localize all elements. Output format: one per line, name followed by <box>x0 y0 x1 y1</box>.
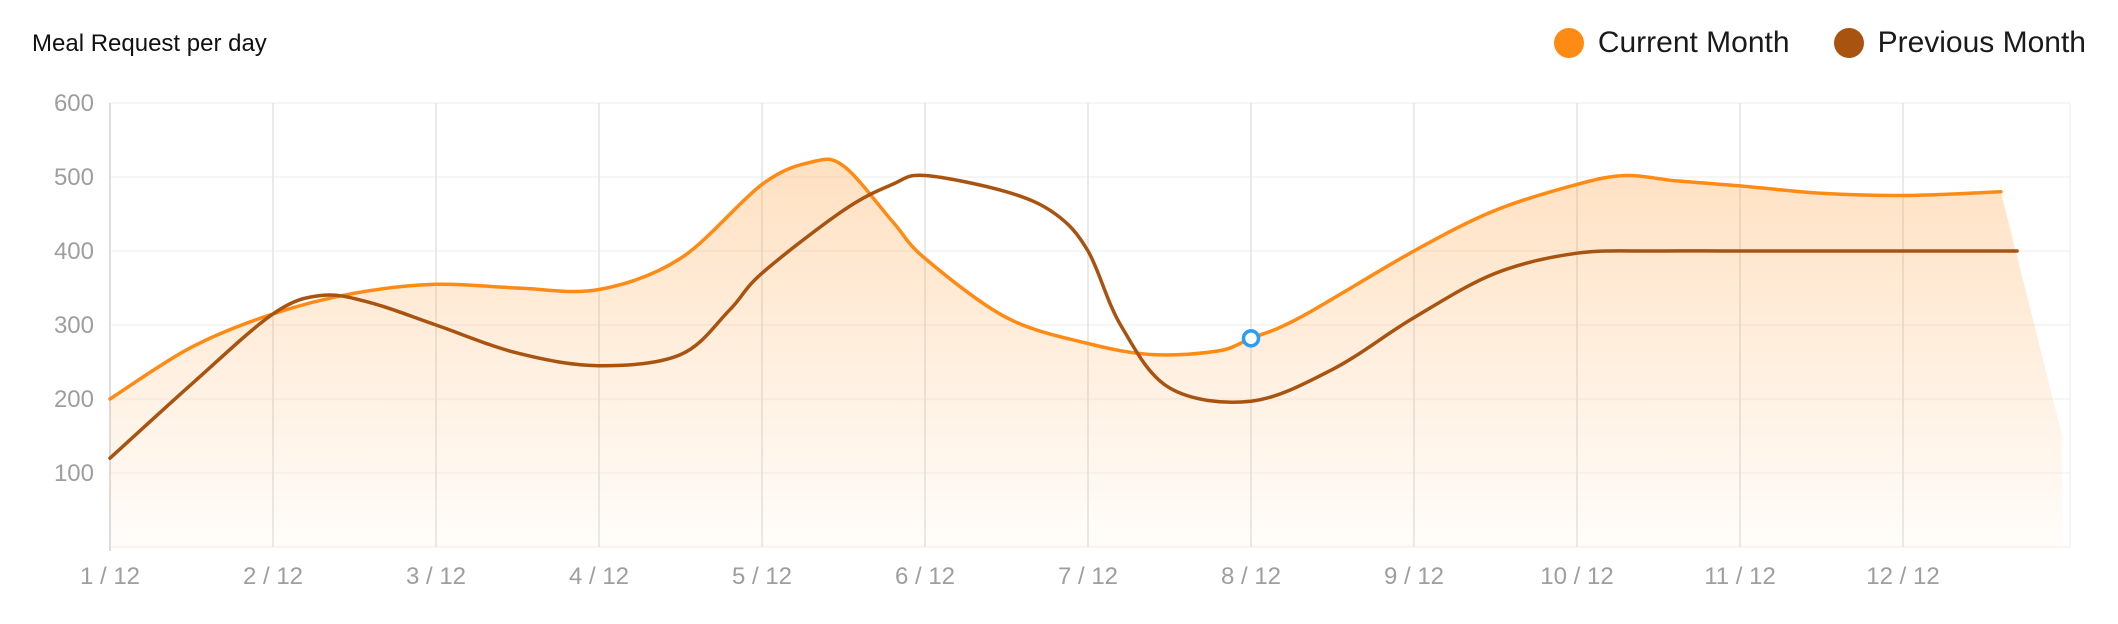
x-tick-label: 7 / 12 <box>1058 563 1118 590</box>
x-tick-label: 9 / 12 <box>1384 563 1444 590</box>
hover-point-marker[interactable] <box>1241 329 1261 348</box>
x-tick-label: 1 / 12 <box>80 563 140 590</box>
x-tick-label: 8 / 12 <box>1221 563 1281 590</box>
x-tick-label: 12 / 12 <box>1866 563 1939 590</box>
y-axis-ticks: 100 200 300 400 500 600 <box>54 90 94 487</box>
legend: Current Month Previous Month <box>1553 26 2086 60</box>
series-line-previous-month[interactable] <box>108 173 2019 460</box>
y-tick-label: 500 <box>54 164 94 191</box>
current-month-swatch-icon <box>1553 28 1584 58</box>
series-line-current-month[interactable] <box>108 157 2003 401</box>
series-area-current-month <box>110 159 2062 548</box>
legend-label-previous-month: Previous Month <box>1877 26 2086 59</box>
x-tick-label: 5 / 12 <box>732 563 792 590</box>
x-tick-label: 6 / 12 <box>895 563 955 590</box>
y-tick-label: 100 <box>54 460 94 487</box>
x-tick-label: 4 / 12 <box>569 563 629 590</box>
series-layer <box>108 157 2019 460</box>
legend-item-current-month[interactable]: Current Month <box>1553 26 1790 60</box>
x-tick-label: 2 / 12 <box>243 563 303 590</box>
x-axis-ticks: 1 / 12 2 / 12 3 / 12 4 / 12 5 / 12 6 / 12 7 / … <box>80 563 1940 590</box>
x-tick-label: 3 / 12 <box>406 563 466 590</box>
y-tick-label: 400 <box>54 238 94 265</box>
y-tick-label: 200 <box>54 386 94 413</box>
y-tick-label: 300 <box>54 312 94 339</box>
x-tick-label: 10 / 12 <box>1540 563 1613 590</box>
area-layer <box>110 159 2062 548</box>
legend-item-previous-month[interactable]: Previous Month <box>1833 26 2086 60</box>
chart-title: Meal Request per day <box>32 30 267 57</box>
x-tick-label: 11 / 12 <box>1704 563 1776 590</box>
y-tick-label: 600 <box>54 90 94 117</box>
legend-label-current-month: Current Month <box>1597 26 1790 59</box>
marker-layer <box>1241 329 1261 348</box>
previous-month-swatch-icon <box>1833 28 1864 58</box>
